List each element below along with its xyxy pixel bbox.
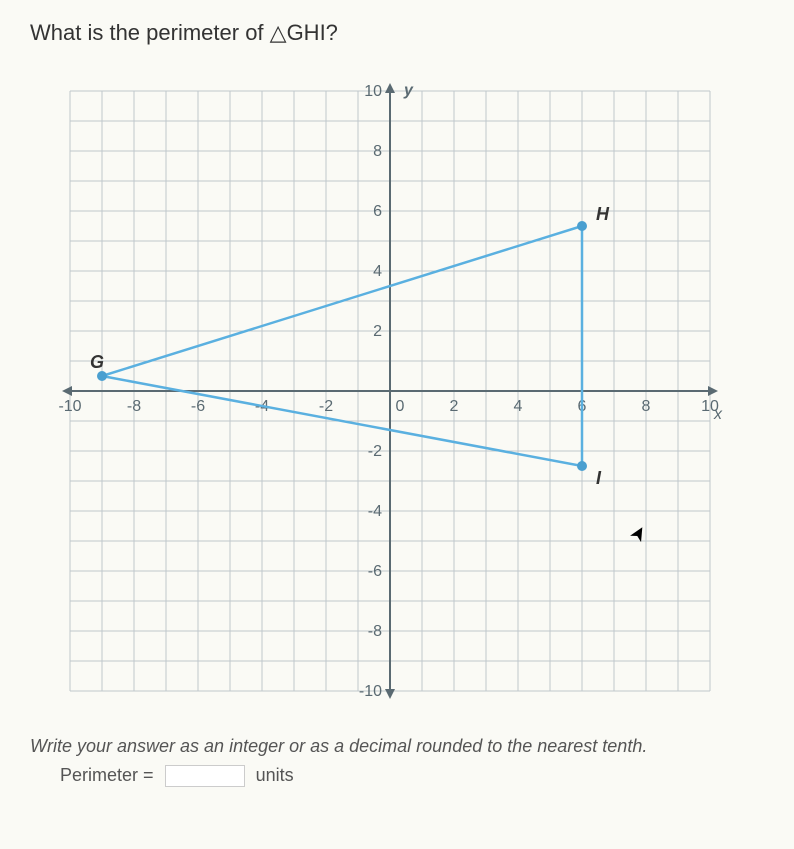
svg-text:-6: -6 <box>191 398 205 415</box>
svg-text:G: G <box>90 352 104 372</box>
svg-text:-8: -8 <box>127 398 141 415</box>
svg-text:-10: -10 <box>58 398 81 415</box>
perimeter-input[interactable] <box>165 765 245 787</box>
question-text: What is the perimeter of △GHI? <box>30 20 764 46</box>
svg-text:-8: -8 <box>368 623 382 640</box>
instruction-text: Write your answer as an integer or as a … <box>30 736 764 757</box>
svg-text:-10: -10 <box>359 683 382 700</box>
svg-text:H: H <box>596 204 610 224</box>
svg-text:x: x <box>713 406 723 423</box>
svg-text:10: 10 <box>364 83 382 100</box>
svg-text:-2: -2 <box>368 443 382 460</box>
svg-text:8: 8 <box>373 143 382 160</box>
units-label: units <box>256 765 294 785</box>
perimeter-row: Perimeter = units <box>60 765 764 787</box>
svg-text:-4: -4 <box>368 503 382 520</box>
worksheet-page: What is the perimeter of △GHI? -10 -8 -6 -4… <box>0 0 794 849</box>
chart-svg: -10-8-6-4-20246810-10-8-6-4-2246810yxGHI <box>40 61 740 721</box>
svg-text:-6: -6 <box>368 563 382 580</box>
svg-text:6: 6 <box>373 203 382 220</box>
perimeter-label: Perimeter = <box>60 765 154 785</box>
svg-text:2: 2 <box>450 398 459 415</box>
svg-text:2: 2 <box>373 323 382 340</box>
coordinate-chart: -10-8-6-4-20246810-10-8-6-4-2246810yxGHI… <box>40 61 740 721</box>
svg-text:4: 4 <box>514 398 523 415</box>
svg-text:4: 4 <box>373 263 382 280</box>
svg-text:8: 8 <box>642 398 651 415</box>
svg-text:-2: -2 <box>319 398 333 415</box>
svg-text:y: y <box>403 82 414 99</box>
svg-text:0: 0 <box>396 398 405 415</box>
